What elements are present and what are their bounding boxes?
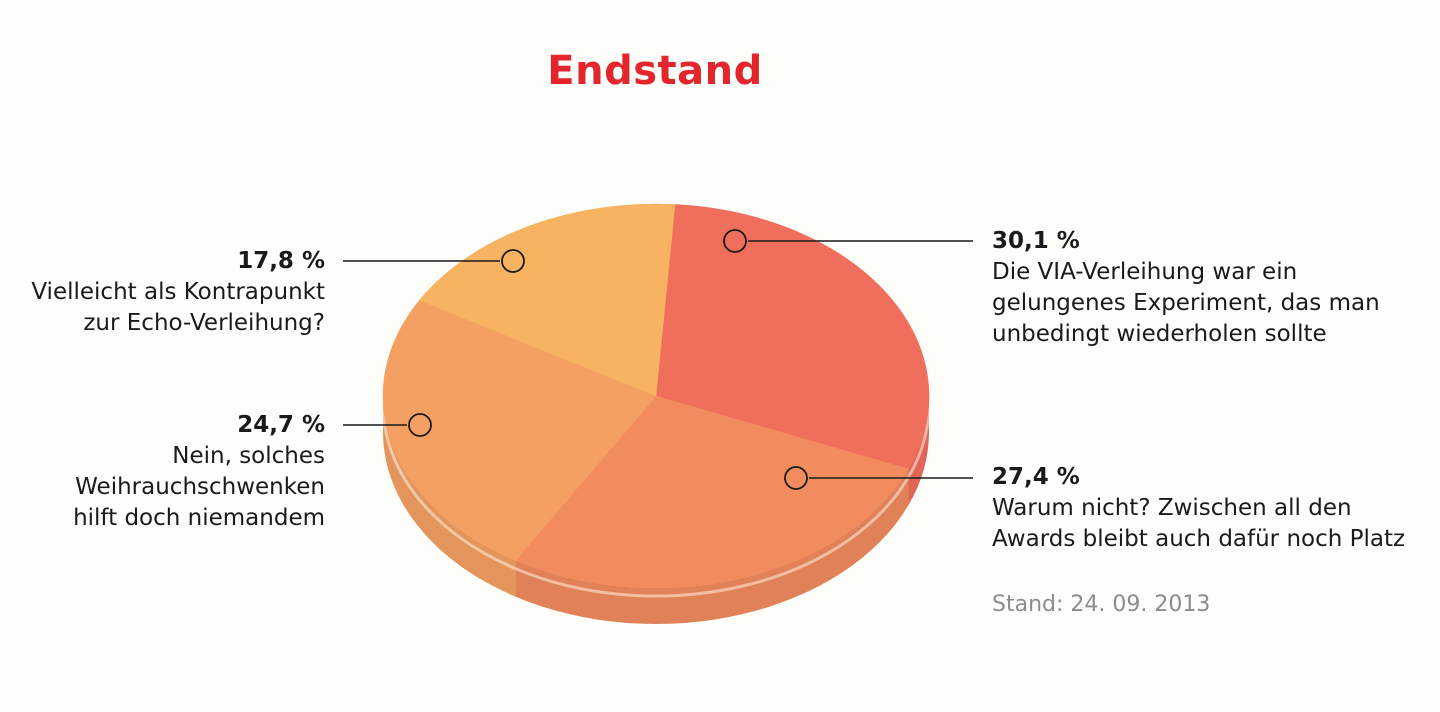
slice-2-text: Nein, solches Weihrauchschwenken hilft d… xyxy=(73,443,325,531)
leader-marker-2 xyxy=(408,413,432,437)
data-date-note: Stand: 24. 09. 2013 xyxy=(992,592,1211,617)
slice-2-percent: 24,7 % xyxy=(237,412,325,438)
slice-3-text: Vielleicht als Kontrapunkt zur Echo-Verl… xyxy=(31,279,325,336)
pie-side-wall-2 xyxy=(383,396,516,597)
chart-title: Endstand xyxy=(547,48,763,94)
slice-3-percent: 17,8 % xyxy=(237,248,325,274)
leader-marker-1 xyxy=(784,466,808,490)
slice-label-0: 30,1 % Die VIA-Verleihung war ein gelung… xyxy=(992,226,1380,350)
pie-top-group xyxy=(382,203,930,589)
pie-rim-highlight-2 xyxy=(381,403,516,570)
slice-0-text: Die VIA-Verleihung war ein gelungenes Ex… xyxy=(992,259,1380,347)
pie-slice-3 xyxy=(418,203,676,397)
pie-slice-0 xyxy=(655,204,930,470)
pie-side-wall-1 xyxy=(515,469,909,624)
leader-marker-3 xyxy=(501,249,525,273)
slice-label-2: 24,7 % Nein, solches Weihrauchschwenken … xyxy=(73,410,325,534)
slice-1-text: Warum nicht? Zwischen all den Awards ble… xyxy=(992,495,1406,552)
pie-rim-highlight-0 xyxy=(907,403,931,478)
pie-slice-2 xyxy=(382,299,657,561)
pie-rim-highlight-1 xyxy=(514,476,910,598)
pie-slice-1 xyxy=(514,395,909,589)
slice-0-percent: 30,1 % xyxy=(992,228,1080,254)
slice-label-1: 27,4 % Warum nicht? Zwischen all den Awa… xyxy=(992,462,1405,555)
slice-1-percent: 27,4 % xyxy=(992,464,1080,490)
leader-marker-0 xyxy=(723,229,747,253)
slice-label-3: 17,8 % Vielleicht als Kontrapunkt zur Ec… xyxy=(31,246,325,339)
leader-lines-group xyxy=(343,229,973,490)
